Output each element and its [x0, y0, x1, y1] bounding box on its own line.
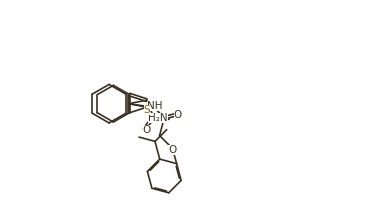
Text: O: O	[169, 145, 177, 155]
Text: O: O	[174, 110, 182, 120]
Text: O: O	[142, 125, 150, 135]
Text: S: S	[144, 105, 150, 115]
Text: H₂N: H₂N	[149, 113, 168, 123]
Text: NH: NH	[147, 101, 162, 111]
